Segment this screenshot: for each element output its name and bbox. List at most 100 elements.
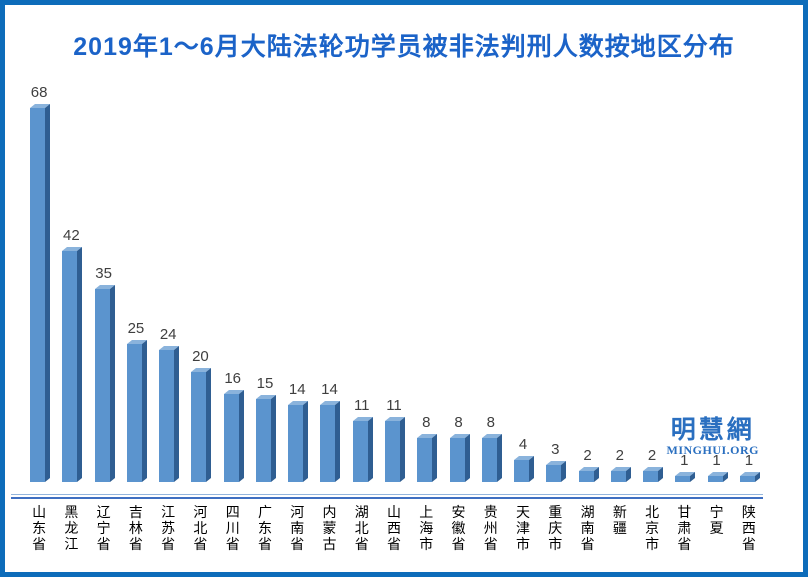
bar-column xyxy=(223,390,244,482)
bar-value-label: 2 xyxy=(647,447,657,464)
x-tick-label: 宁夏 xyxy=(709,504,724,536)
bar-column xyxy=(320,401,341,482)
bar-column xyxy=(385,417,405,482)
bar-column xyxy=(255,395,276,482)
bar-value-label: 15 xyxy=(256,375,274,392)
minghui-logo-text: 明慧網 xyxy=(670,416,755,444)
chart-title: 2019年1～6月大陆法轮功学员被非法判刑人数按地区分布 xyxy=(73,33,735,61)
bar-column xyxy=(707,472,728,482)
x-tick-label: 湖南省 xyxy=(580,504,595,552)
x-tick-label: 上海市 xyxy=(419,504,434,552)
x-axis-line-light xyxy=(11,494,763,495)
bar-value-label: 20 xyxy=(192,348,209,365)
bar[interactable] xyxy=(385,417,405,482)
bar[interactable] xyxy=(481,434,502,482)
bar-column xyxy=(546,461,567,482)
bar-value-label: 8 xyxy=(422,414,431,431)
bar-column xyxy=(30,104,51,482)
bar-column xyxy=(288,401,309,482)
bar-value-label: 8 xyxy=(486,414,495,431)
bar-value-label: 25 xyxy=(127,320,145,337)
bar[interactable] xyxy=(675,472,696,482)
bar-value-label: 11 xyxy=(386,397,402,414)
bar-value-label: 1 xyxy=(744,452,754,469)
bar-value-label: 8 xyxy=(454,414,463,431)
bar[interactable] xyxy=(255,395,276,482)
bar[interactable] xyxy=(94,285,115,482)
bar-value-label: 1 xyxy=(680,452,689,469)
x-tick-label: 山东省 xyxy=(32,504,47,552)
bar[interactable] xyxy=(610,467,631,482)
bar-column xyxy=(159,346,180,482)
bar[interactable] xyxy=(449,434,470,482)
bar-value-label: 16 xyxy=(224,370,242,387)
bar-value-label: 14 xyxy=(288,381,306,398)
bar[interactable] xyxy=(320,401,341,482)
bar-value-label: 3 xyxy=(551,441,560,458)
bar[interactable] xyxy=(191,368,212,482)
bar-value-label: 4 xyxy=(518,436,528,453)
bar-value-label: 14 xyxy=(321,381,338,398)
bar[interactable] xyxy=(739,472,760,482)
bar-column xyxy=(417,434,438,482)
minghui-site-text: MINGHUI.ORG xyxy=(666,443,759,457)
bar[interactable] xyxy=(417,434,438,482)
bar-column xyxy=(191,368,212,482)
x-tick-label: 吉林省 xyxy=(128,504,143,552)
bar-column xyxy=(62,247,83,482)
x-tick-label: 江苏省 xyxy=(161,504,176,552)
bar-value-label: 35 xyxy=(95,265,112,282)
x-tick-label: 广东省 xyxy=(257,504,272,552)
bar-column xyxy=(449,434,470,482)
bar[interactable] xyxy=(126,340,147,482)
x-tick-label: 陕西省 xyxy=(741,504,756,552)
x-tick-label: 黑龙江 xyxy=(64,504,79,552)
x-tick-label: 新疆 xyxy=(612,504,627,536)
bar-value-label: 1 xyxy=(712,452,721,469)
x-axis-line xyxy=(11,497,763,499)
bar-column xyxy=(126,340,147,482)
bar-column xyxy=(610,467,631,482)
bar[interactable] xyxy=(643,467,664,482)
x-tick-label: 贵州省 xyxy=(483,504,498,552)
bar[interactable] xyxy=(159,346,180,482)
bar[interactable] xyxy=(514,456,535,482)
x-tick-label: 安徽省 xyxy=(451,504,466,552)
bar-value-label: 2 xyxy=(615,447,624,464)
x-axis-tick-labels: 山东省 黑龙江 辽宁省 吉林省 江苏省 河北省 四川省 广东省 河南省 内蒙古 湖北省 山西省 上海市 安… xyxy=(25,504,767,564)
bar-column xyxy=(514,456,535,482)
bar-column xyxy=(643,467,664,482)
x-tick-label: 北京市 xyxy=(645,504,660,552)
bar-column xyxy=(94,285,115,482)
bar-value-label: 2 xyxy=(583,447,592,464)
bar[interactable] xyxy=(578,467,599,482)
bar-column xyxy=(675,472,696,482)
bar[interactable] xyxy=(30,104,51,482)
bar[interactable] xyxy=(707,472,728,482)
x-tick-label: 山西省 xyxy=(387,504,401,552)
bar-column xyxy=(352,417,373,482)
x-tick-label: 内蒙古 xyxy=(322,504,337,552)
bar[interactable] xyxy=(288,401,309,482)
bar-value-label: 68 xyxy=(30,84,48,101)
x-tick-label: 河北省 xyxy=(193,504,208,552)
x-tick-label: 湖北省 xyxy=(354,504,369,552)
bar-value-label: 24 xyxy=(159,326,177,343)
x-tick-label: 四川省 xyxy=(225,504,240,552)
x-tick-label: 甘肃省 xyxy=(677,504,692,552)
bar[interactable] xyxy=(546,461,567,482)
x-tick-label: 重庆市 xyxy=(548,504,563,552)
bar-column xyxy=(739,472,760,482)
bar[interactable] xyxy=(223,390,244,482)
x-tick-label: 辽宁省 xyxy=(96,504,111,552)
watermark: 明慧網 MINGHUI.ORG xyxy=(667,416,760,457)
x-tick-label: 天津市 xyxy=(516,504,531,552)
plot-area: 68 42 35 25 24 20 16 15 14 14 11 11 8 8 8 4 3 2 2 2 1 1 1 xyxy=(25,84,767,482)
bar-column xyxy=(481,434,502,482)
bar[interactable] xyxy=(62,247,83,482)
x-tick-label: 河南省 xyxy=(290,504,305,552)
bar[interactable] xyxy=(352,417,373,482)
bar-value-label: 42 xyxy=(63,227,80,244)
bar-column xyxy=(578,467,599,482)
